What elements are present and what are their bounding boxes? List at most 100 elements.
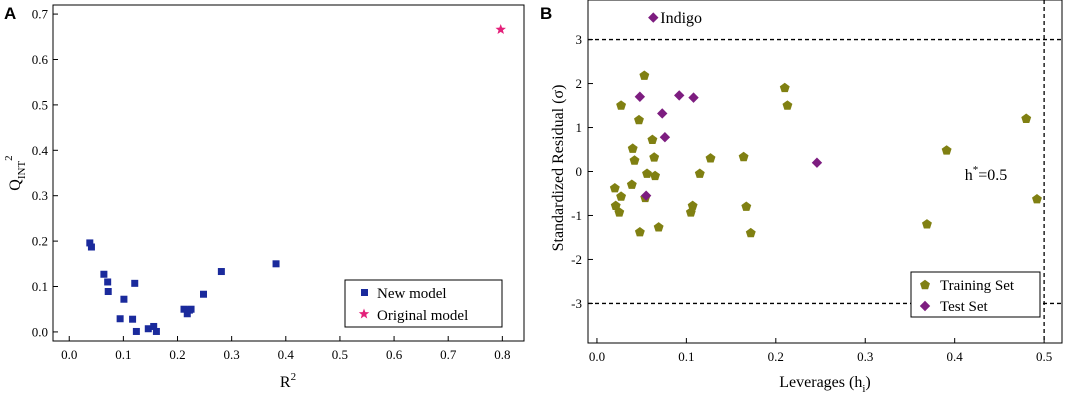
- training-set-point: [705, 153, 716, 163]
- new-model-point: [86, 239, 94, 247]
- new-model-point: [104, 288, 112, 296]
- test-set-point: [811, 157, 823, 168]
- panel-a: A 0.0 0.1 0.2 0.3 0.4 0.5 0.6 0.7 0.8 0.00.10.20…: [3, 4, 525, 391]
- training-set-point: [639, 70, 650, 80]
- panel-a-y-tick-label: 0.4: [32, 143, 49, 158]
- test-set-point: [657, 108, 668, 119]
- training-set-point: [647, 134, 658, 145]
- test-set-point: [640, 190, 652, 201]
- legend-test-set-label: Test Set: [940, 299, 989, 315]
- test-set-point: [659, 132, 671, 143]
- panel-a-y-tick-label: 0.7: [32, 7, 49, 22]
- legend-training-set-marker: [920, 279, 930, 290]
- training-set-point: [779, 82, 790, 93]
- training-set-point: [626, 179, 637, 189]
- original-model-point: [495, 24, 506, 34]
- training-set-point: [616, 100, 627, 110]
- new-model-point: [87, 243, 95, 251]
- panel-b-y-tick-label: -2: [571, 252, 582, 267]
- panel-a-x-tick-label: 0.3: [224, 347, 240, 362]
- test-set-point: [674, 90, 685, 101]
- test-set-point: [634, 91, 646, 102]
- test-set-point: [688, 92, 699, 103]
- legend-new-model-label: New model: [377, 286, 447, 302]
- new-model-point: [129, 315, 137, 323]
- training-set-point: [642, 168, 652, 178]
- legend-original-model-label: Original model: [377, 308, 468, 324]
- panel-b-x-tick-label: 0.0: [589, 349, 605, 364]
- legend-new-model-marker: [361, 289, 368, 296]
- training-set-point: [941, 145, 952, 155]
- panel-a-x-axis: 0.0 0.1 0.2 0.3 0.4 0.5 0.6 0.7 0.8: [61, 336, 510, 362]
- panel-a-x-tick-label: 0.4: [278, 347, 295, 362]
- panel-a-y-axis: 0.0 0.1 0.2 0.3 0.4 0.5 0.6 0.7: [32, 7, 58, 339]
- training-set-point: [922, 219, 932, 229]
- panel-a-x-tick-label: 0.8: [494, 347, 510, 362]
- panel-a-y-tick-label: 0.6: [32, 52, 49, 67]
- training-set-point: [687, 200, 698, 211]
- new-model-point: [144, 325, 152, 333]
- new-model-point: [116, 315, 124, 323]
- legend-test-set-marker: [919, 300, 931, 312]
- panel-b-y-tick-label: 0: [576, 164, 583, 179]
- panel-b-x-tick-label: 0.4: [947, 349, 964, 364]
- panel-a-y-axis-label: QINT2: [3, 155, 28, 190]
- new-model-point: [200, 290, 208, 298]
- panel-b-legend: Training Set Test Set: [910, 271, 1041, 318]
- panel-b-x-tick-label: 0.3: [857, 349, 873, 364]
- training-set-point: [1032, 194, 1042, 204]
- panel-b-x-tick-label: 0.5: [1036, 349, 1052, 364]
- training-set-point: [694, 168, 705, 178]
- training-set-point: [738, 151, 749, 162]
- training-set-point: [629, 155, 640, 165]
- legend-diamond-shape: [919, 300, 931, 312]
- training-set-point: [653, 222, 664, 232]
- training-set-point: [634, 226, 645, 237]
- new-model-point: [180, 305, 188, 313]
- panel-a-x-tick-label: 0.1: [115, 347, 131, 362]
- panel-b-y-tick-label: -1: [571, 208, 582, 223]
- panel-a-label: A: [4, 4, 16, 23]
- panel-b-x-axis: 0.0 0.1 0.2 0.3 0.4 0.5: [589, 338, 1052, 364]
- panel-a-y-tick-label: 0.0: [32, 324, 48, 339]
- panel-b-x-axis-label: Leverages (hi): [779, 374, 870, 395]
- training-set-point: [616, 191, 627, 201]
- panel-b-y-tick-label: 1: [576, 120, 583, 135]
- indigo-annotation: Indigo: [660, 10, 702, 27]
- panel-b-legend-box: [910, 271, 1041, 318]
- new-model-point: [131, 279, 139, 287]
- panel-b-y-tick-label: 3: [576, 32, 583, 47]
- panel-b-y-tick-label: 2: [576, 76, 583, 91]
- training-set-point: [650, 170, 661, 181]
- training-set-point: [627, 143, 638, 153]
- panel-a-y-tick-label: 0.2: [32, 234, 48, 249]
- panel-a-x-tick-label: 0.7: [440, 347, 457, 362]
- panel-a-plot-frame: [52, 4, 525, 342]
- legend-star-shape: [358, 308, 370, 319]
- panel-a-x-axis-label: R2: [280, 371, 296, 391]
- panel-b-x-tick-label: 0.1: [678, 349, 694, 364]
- training-set-point: [609, 183, 620, 193]
- new-model-point: [150, 322, 158, 330]
- panel-a-x-tick-label: 0.0: [61, 347, 77, 362]
- new-model-point: [132, 327, 140, 335]
- threshold-label: h*=0.5: [965, 164, 1008, 184]
- legend-pentagon-shape: [920, 279, 930, 290]
- legend-original-model-marker: [358, 308, 370, 319]
- panel-a-legend: New model Original model: [344, 279, 503, 328]
- training-set-point: [634, 114, 644, 125]
- panel-b: B 0.0 0.1 0.2 0.3 0.4 0.5 -3 -2 -1 0 1 2 3 Indigo h…: [540, 0, 1063, 395]
- panel-b-points: [609, 12, 1042, 238]
- panel-a-y-tick-label: 0.5: [32, 97, 48, 112]
- new-model-point: [152, 327, 160, 335]
- training-set-point: [649, 152, 660, 162]
- panel-a-x-tick-label: 0.5: [332, 347, 348, 362]
- new-model-point: [104, 278, 112, 286]
- test-set-point: [648, 12, 659, 23]
- new-model-point: [217, 268, 225, 276]
- training-set-point: [614, 207, 625, 217]
- panel-a-points: [86, 24, 506, 335]
- new-model-point: [272, 260, 280, 268]
- panel-a-y-tick-label: 0.3: [32, 188, 48, 203]
